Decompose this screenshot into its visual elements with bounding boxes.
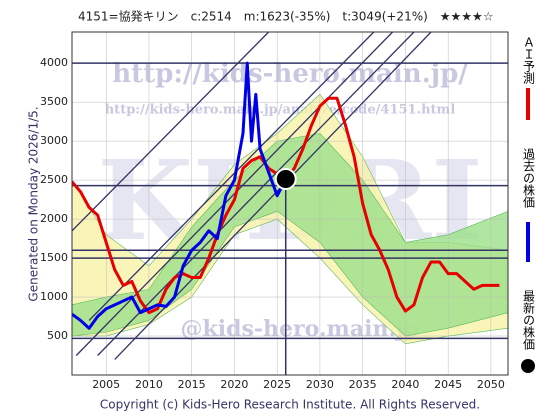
- series-line: [72, 61, 288, 330]
- watermark: http://kids-hero.main.jp/analyze/code/41…: [105, 103, 456, 118]
- footer: Copyright (c) Kids-Hero Research Institu…: [100, 398, 480, 412]
- x-tick-label: 2030: [306, 378, 334, 391]
- trend-line: [75, 32, 394, 356]
- legend-swatch: [521, 359, 535, 373]
- x-tick-label: 2020: [220, 378, 248, 391]
- x-tick-label: 2045: [434, 378, 462, 391]
- y-tick-label: 500: [47, 329, 68, 342]
- x-tick-label: 2010: [135, 378, 163, 391]
- legend-label: ＡＩ予測: [522, 36, 536, 85]
- latest-dot: [274, 168, 297, 191]
- x-tick-label: 2005: [92, 378, 120, 391]
- x-tick-label: 2035: [349, 378, 377, 391]
- plot-border: [71, 31, 509, 376]
- trend-line: [72, 32, 270, 232]
- y-tick-label: 4000: [40, 56, 68, 69]
- y-tick-label: 2000: [40, 212, 68, 225]
- y-tick-label: 3000: [40, 134, 68, 147]
- plot: http://kids-hero.main.jp/http://kids-her…: [72, 32, 508, 375]
- x-tick-label: 2015: [178, 378, 206, 391]
- legend-label: 最新の株価: [522, 290, 536, 350]
- band: [72, 133, 508, 337]
- y-tick-label: 2500: [40, 173, 68, 186]
- trend-line: [88, 32, 375, 321]
- y-tick-label: 1500: [40, 251, 68, 264]
- x-tick-label: 2025: [263, 378, 291, 391]
- legend-label: 過去の株価: [522, 148, 536, 208]
- trend-line: [97, 32, 415, 356]
- y-tick-label: 3500: [40, 95, 68, 108]
- y-tick-label: 1000: [40, 290, 68, 303]
- side-note: Generated on Monday 2026/1/5.: [27, 106, 41, 301]
- x-tick-label: 2050: [477, 378, 505, 391]
- watermark: http://kids-hero.main.jp/: [112, 59, 468, 89]
- chart-title: 4151=協発キリン c:2514 m:1623(-35%) t:3049(+2…: [78, 9, 494, 24]
- x-tick-label: 2040: [391, 378, 419, 391]
